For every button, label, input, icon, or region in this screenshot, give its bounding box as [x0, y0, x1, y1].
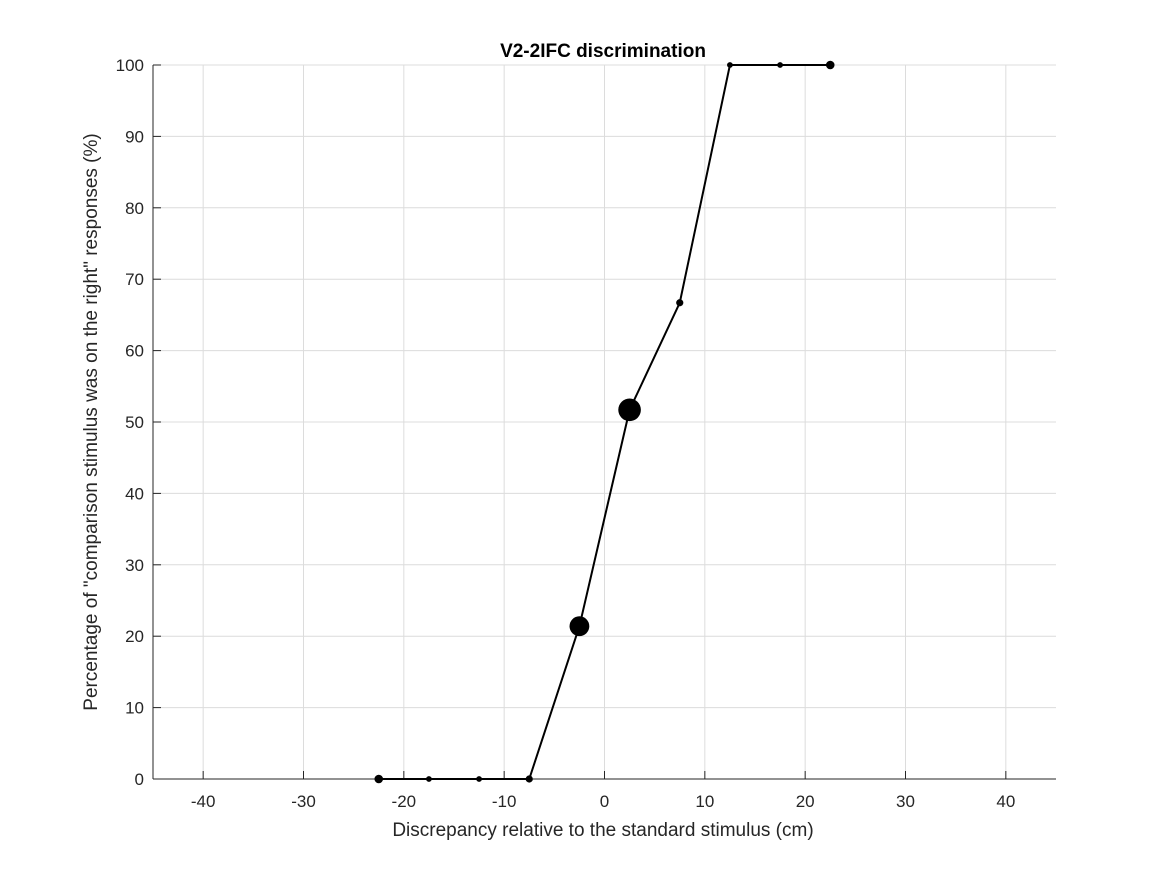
- x-tick-label: 0: [600, 792, 609, 811]
- x-tick-label: -10: [492, 792, 517, 811]
- y-axis-label: Percentage of "comparison stimulus was o…: [81, 133, 102, 710]
- data-point: [374, 774, 384, 784]
- x-tick-label: -30: [291, 792, 316, 811]
- y-tick-label: 70: [125, 270, 144, 289]
- data-point: [825, 60, 835, 70]
- chart-title: V2-2IFC discrimination: [500, 41, 706, 62]
- x-tick-label: 20: [796, 792, 815, 811]
- data-point: [569, 616, 590, 637]
- y-tick-label: 80: [125, 199, 144, 218]
- data-point: [727, 62, 733, 68]
- x-axis-label: Discrepancy relative to the standard sti…: [392, 820, 813, 841]
- y-tick-label: 20: [125, 627, 144, 646]
- y-tick-label: 90: [125, 127, 144, 146]
- x-tick-label: -20: [392, 792, 417, 811]
- grid: [153, 64, 1056, 780]
- y-tick-label: 60: [125, 342, 144, 361]
- y-tick-label: 40: [125, 484, 144, 503]
- data-point: [676, 299, 684, 307]
- y-tick-label: 50: [125, 413, 144, 432]
- data-point: [426, 776, 432, 782]
- x-tick-label: 40: [996, 792, 1015, 811]
- data-point: [476, 776, 482, 782]
- y-tick-label: 100: [116, 56, 144, 75]
- x-tick-label: -40: [191, 792, 216, 811]
- y-tick-label: 30: [125, 556, 144, 575]
- series-line: [378, 64, 831, 780]
- data-point: [618, 398, 641, 422]
- y-tick-label: 0: [135, 770, 144, 789]
- x-tick-label: 30: [896, 792, 915, 811]
- ticks: -40 -30 -20 -10 0 10 20 30 40 0 10 20 30 40 50 60 70 80 90…: [116, 56, 1016, 811]
- x-tick-label: 10: [695, 792, 714, 811]
- plot-area: [374, 60, 835, 784]
- data-point: [777, 62, 783, 68]
- y-tick-label: 10: [125, 699, 144, 718]
- data-point: [525, 775, 533, 783]
